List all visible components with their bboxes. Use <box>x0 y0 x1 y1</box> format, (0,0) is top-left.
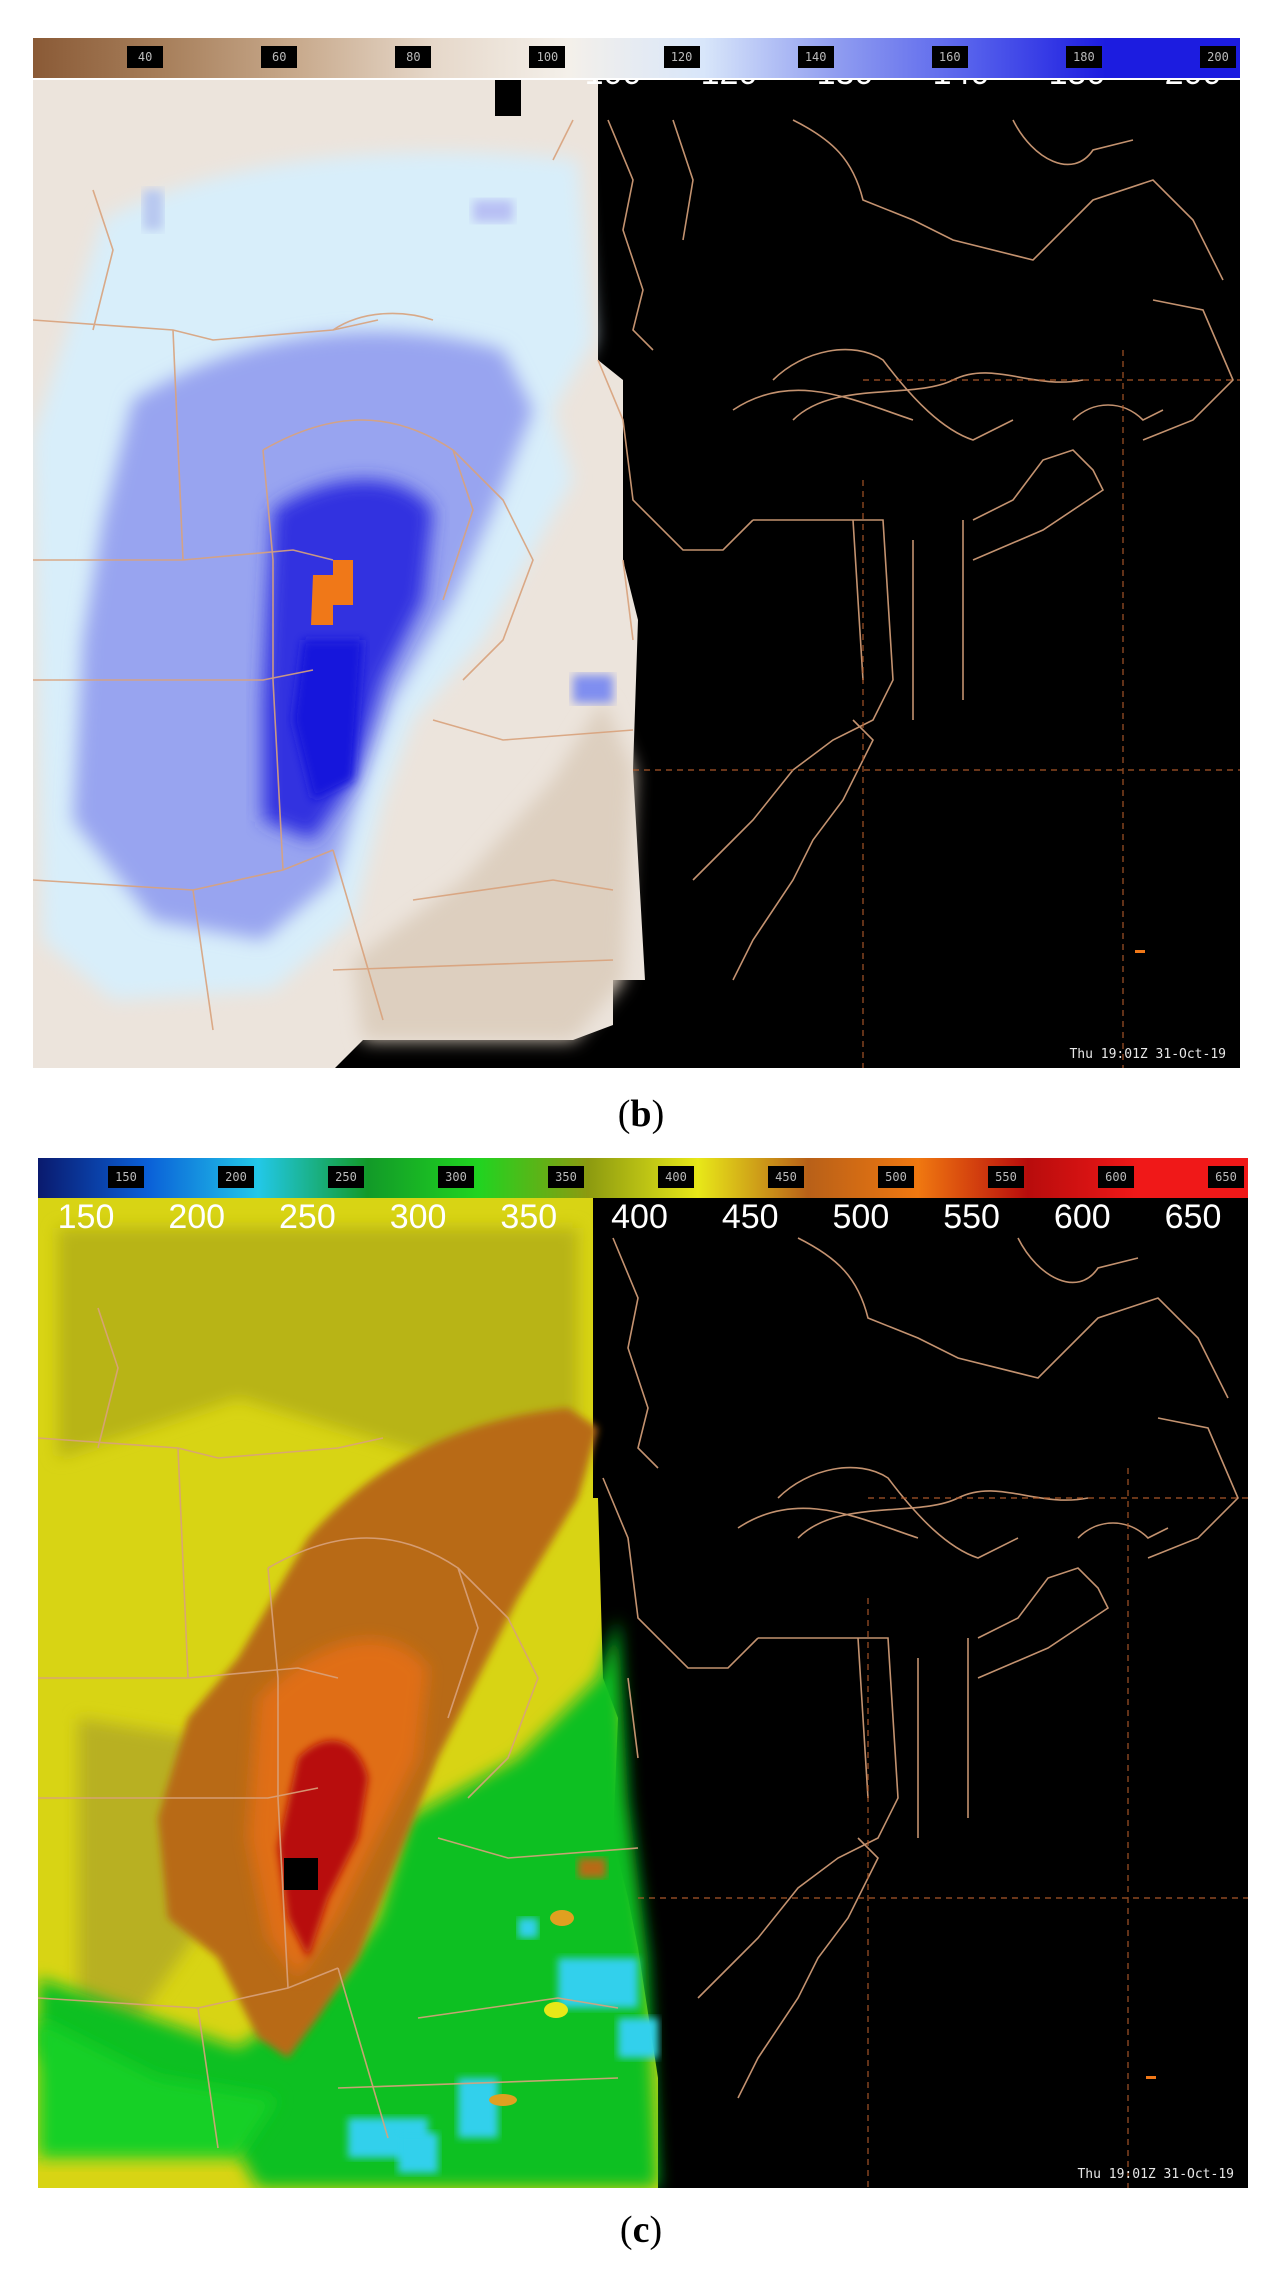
colorbar-segment: 600 <box>1028 1158 1138 1198</box>
colorbar-segment: 650 <box>1138 1158 1248 1198</box>
figure-b-panel: 40 60 80 100 120 140 160 180 200 <box>33 38 1240 1068</box>
map-c-graphic <box>38 1198 1248 2188</box>
colorbar-tick-label: 300 <box>438 1166 474 1188</box>
colorbar-tick-label: 650 <box>1208 1166 1244 1188</box>
colorbar-segment: 250 <box>258 1158 368 1198</box>
colorbar-tick-label: 100 <box>529 46 566 68</box>
scale-value-label: 350 <box>500 1198 558 1236</box>
scale-value-label: 200 <box>1165 80 1222 93</box>
colorbar-tick-label: 400 <box>658 1166 694 1188</box>
scale-value-label: 600 <box>1053 1198 1111 1236</box>
map-b-graphic <box>33 80 1240 1068</box>
colorbar-c: 150 200 250 300 350 400 450 500 550 600 650 <box>38 1158 1248 1198</box>
colorbar-segment: 200 <box>1105 38 1240 78</box>
colorbar-segment: 140 <box>703 38 838 78</box>
colorbar-tick-label: 500 <box>878 1166 914 1188</box>
data-field-c <box>38 1198 658 2188</box>
scale-value-label: 150 <box>1049 80 1106 93</box>
map-c: 150 200 250 300 350 400 450 500 550 600 650 Thu 19… <box>38 1198 1248 2188</box>
colorbar-segment: 550 <box>918 1158 1028 1198</box>
colorbar-tick-label: 200 <box>1199 46 1236 68</box>
colorbar-tick-label: 40 <box>127 46 164 68</box>
colorbar-tick-label: 250 <box>328 1166 364 1188</box>
colorbar-segment: 40 <box>33 38 168 78</box>
colorbar-segment: 200 <box>148 1158 258 1198</box>
timestamp-b: Thu 19:01Z 31-Oct-19 <box>1069 1047 1226 1062</box>
colorbar-tick-label: 450 <box>768 1166 804 1188</box>
scale-value-label: 300 <box>389 1198 447 1236</box>
colorbar-tick-label: 550 <box>988 1166 1024 1188</box>
scale-value-label: 650 <box>1164 1198 1222 1236</box>
colorbar-segment: 80 <box>301 38 436 78</box>
scale-value-label: 100 <box>585 80 642 93</box>
map-b: 100 120 130 140 150 200 Thu 19:01Z 31-Oct-19 <box>33 80 1240 1068</box>
colorbar-b: 40 60 80 100 120 140 160 180 200 <box>33 38 1240 78</box>
scale-value-label: 200 <box>168 1198 226 1236</box>
scale-value-label: 130 <box>817 80 874 93</box>
colorbar-tick-label: 80 <box>395 46 432 68</box>
colorbar-segment: 500 <box>808 1158 918 1198</box>
colorbar-tick-label: 200 <box>218 1166 254 1188</box>
scale-value-label: 140 <box>933 80 990 93</box>
colorbar-segment: 450 <box>698 1158 808 1198</box>
colorbar-segment: 400 <box>588 1158 698 1198</box>
scale-labels-c: 150 200 250 300 350 400 450 500 550 600 650 <box>38 1198 1248 1244</box>
caption-b: (b) <box>617 1093 665 1135</box>
colorbar-tick-label: 600 <box>1098 1166 1134 1188</box>
colorbar-tick-label: 120 <box>663 46 700 68</box>
scale-value-label: 550 <box>943 1198 1000 1236</box>
latlon-grid-b <box>633 350 1240 1068</box>
colorbar-segment: 150 <box>38 1158 148 1198</box>
colorbar-tick-label: 60 <box>261 46 298 68</box>
colorbar-tick-label: 350 <box>548 1166 584 1188</box>
colorbar-segment: 180 <box>971 38 1106 78</box>
scale-value-label: 150 <box>57 1198 115 1236</box>
colorbar-tick-label: 160 <box>931 46 968 68</box>
latlon-grid-c <box>638 1468 1248 2188</box>
colorbar-segment: 100 <box>435 38 570 78</box>
scale-value-label: 250 <box>279 1198 336 1236</box>
colorbar-tick-label: 140 <box>797 46 834 68</box>
colorbar-segment: 300 <box>368 1158 478 1198</box>
colorbar-tick-label: 150 <box>108 1166 144 1188</box>
colorbar-segment: 350 <box>478 1158 588 1198</box>
colorbar-segment: 160 <box>837 38 972 78</box>
caption-c: (c) <box>619 2209 663 2251</box>
small-marker-b <box>1135 950 1145 953</box>
colorbar-tick-label: 180 <box>1065 46 1102 68</box>
timestamp-c: Thu 19:01Z 31-Oct-19 <box>1077 2167 1234 2182</box>
scale-labels-b: 100 120 130 140 150 200 <box>33 80 1240 100</box>
scale-value-label: 120 <box>701 80 758 93</box>
data-field-b <box>33 80 645 1068</box>
boundary-lines-c <box>38 1237 1239 2149</box>
colorbar-segment: 60 <box>167 38 302 78</box>
small-marker-c <box>1146 2076 1156 2079</box>
scale-value-label: 500 <box>832 1198 890 1236</box>
scale-value-label: 400 <box>611 1198 668 1236</box>
figure-c-panel: 150 200 250 300 350 400 450 500 550 600 650 <box>38 1158 1248 2188</box>
scale-value-label: 450 <box>721 1198 779 1236</box>
colorbar-segment: 120 <box>569 38 704 78</box>
